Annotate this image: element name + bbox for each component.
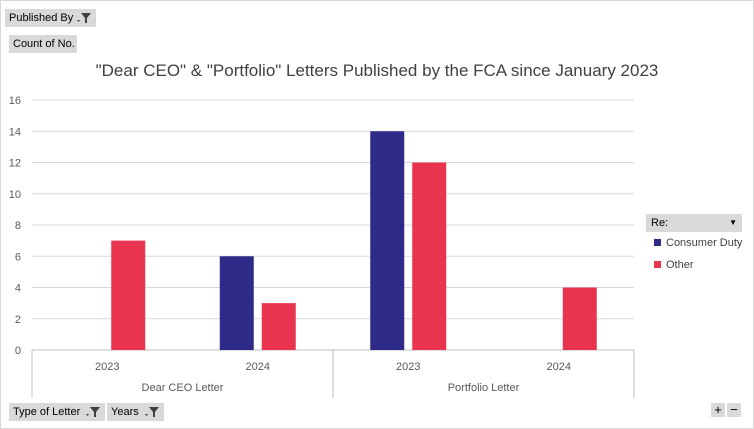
chart-title: "Dear CEO" & "Portfolio" Letters Publish…	[95, 61, 659, 80]
x-group-label: Portfolio Letter	[448, 382, 520, 394]
bar-other	[562, 287, 597, 350]
count-of-label: Count of No.	[13, 38, 75, 50]
x-tick-label: 2023	[95, 361, 119, 373]
legend-item-other: Other	[654, 259, 694, 271]
y-tick-label: 10	[9, 189, 21, 201]
legend-swatch-other	[654, 261, 661, 268]
legend-swatch-consumer-duty	[654, 239, 661, 246]
chevron-down-icon: ▼	[729, 218, 737, 227]
bar-other	[261, 303, 296, 350]
x-tick-label: 2024	[547, 361, 571, 373]
count-of-field-button[interactable]: Count of No.	[9, 35, 77, 53]
y-tick-label: 0	[15, 345, 21, 357]
published-by-filter-button[interactable]: Published By	[5, 9, 96, 27]
type-of-letter-filter-button[interactable]: Type of Letter	[9, 403, 105, 421]
type-of-letter-label: Type of Letter	[13, 406, 81, 418]
y-tick-label: 4	[15, 283, 21, 295]
bar-other	[412, 162, 447, 350]
published-by-label: Published By	[9, 12, 74, 24]
x-tick-label: 2023	[396, 361, 420, 373]
filter-icon	[77, 13, 91, 23]
y-tick-label: 2	[15, 314, 21, 326]
bar-consumer-duty	[219, 256, 254, 350]
legend-field-dropdown[interactable]: Re: ▼	[646, 214, 742, 232]
legend-label-other: Other	[666, 259, 694, 271]
years-label: Years	[111, 406, 139, 418]
y-tick-label: 8	[15, 220, 21, 232]
collapse-button[interactable]: −	[727, 403, 741, 417]
legend-item-consumer-duty: Consumer Duty	[654, 237, 742, 249]
bar-consumer-duty	[370, 131, 405, 350]
x-group-label: Dear CEO Letter	[142, 382, 224, 394]
y-tick-label: 16	[9, 95, 21, 107]
y-tick-label: 12	[9, 158, 21, 170]
legend-label-consumer-duty: Consumer Duty	[666, 237, 743, 249]
x-tick-label: 2024	[246, 361, 270, 373]
filter-icon	[145, 407, 159, 417]
expand-button[interactable]: +	[711, 403, 725, 417]
legend-field-label: Re:	[651, 217, 669, 229]
y-tick-label: 6	[15, 251, 21, 263]
bar-other	[111, 240, 146, 350]
filter-icon	[86, 407, 100, 417]
y-tick-label: 14	[9, 126, 21, 138]
years-filter-button[interactable]: Years	[107, 403, 164, 421]
